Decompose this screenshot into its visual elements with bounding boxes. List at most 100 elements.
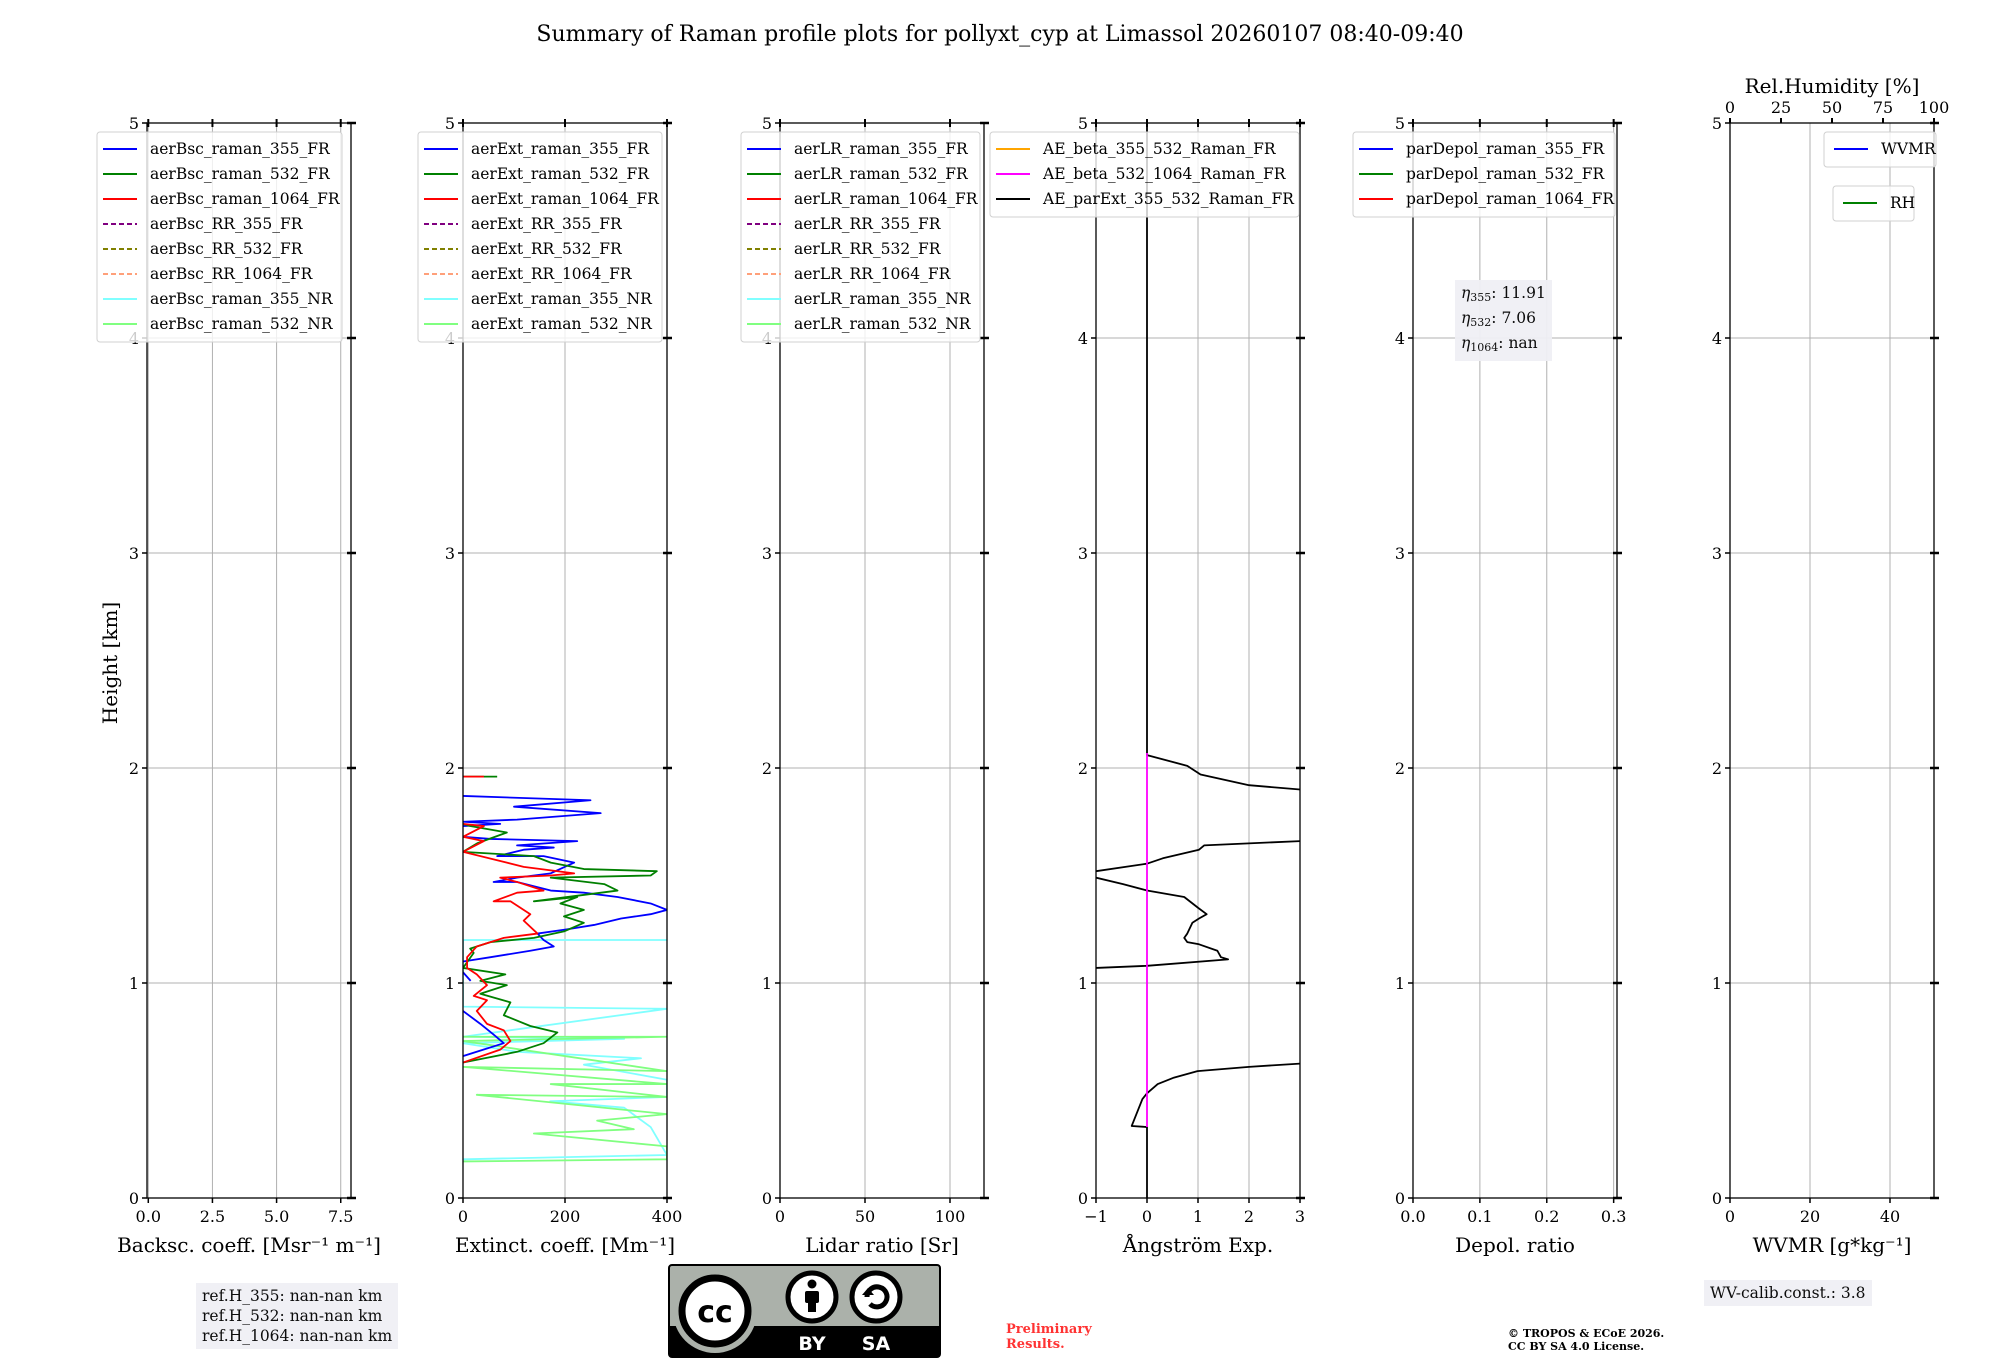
x-tick-label: 20 (1800, 1207, 1820, 1226)
y-tick-label: 3 (1078, 544, 1088, 563)
by-label: BY (798, 1333, 825, 1355)
y-tick-label: 5 (1712, 114, 1722, 133)
y-tick-label: 1 (762, 974, 772, 993)
y-tick-label: 2 (762, 759, 772, 778)
legend-label: aerExt_raman_355_NR (471, 290, 653, 308)
legend-label: AE_parExt_355_532_Raman_FR (1042, 190, 1295, 208)
x-tick-label: 400 (652, 1207, 683, 1226)
panel-lidar_ratio: 050100012345Lidar ratio [Sr]aerLR_raman_… (740, 114, 989, 1257)
legend-label: parDepol_raman_355_FR (1406, 140, 1606, 158)
legend-label: RH (1890, 194, 1915, 212)
y-tick-label: 4 (1078, 329, 1088, 348)
y-tick-label: 0 (1395, 1189, 1405, 1208)
x-axis-label: Ångström Exp. (1122, 1232, 1273, 1257)
x-tick-label: 7.5 (328, 1207, 353, 1226)
y-tick-label: 1 (1395, 974, 1405, 993)
y-tick-label: 5 (129, 114, 139, 133)
series-line-aerExt_raman_355_NR (463, 939, 667, 1161)
x-tick-label: 0 (458, 1207, 468, 1226)
legend-label: aerExt_raman_1064_FR (471, 190, 660, 208)
legend-label: aerBsc_raman_355_NR (150, 290, 334, 308)
y-tick-label: 2 (129, 759, 139, 778)
legend: aerLR_raman_355_FR aerLR_raman_532_FR aerL… (740, 131, 981, 343)
y-tick-label: 1 (445, 974, 455, 993)
ref-height-1064: ref.H_1064: nan-nan km (202, 1327, 393, 1345)
y-tick-label: 2 (1712, 759, 1722, 778)
y-tick-label: 5 (762, 114, 772, 133)
y-tick-label: 5 (1078, 114, 1088, 133)
y-tick-label: 0 (762, 1189, 772, 1208)
cc-icon: cc (697, 1295, 733, 1330)
x-axis-label: Extinct. coeff. [Mm⁻¹] (455, 1233, 675, 1257)
cc-by-sa-logo: cc BY SA (668, 1264, 941, 1358)
series-group (1096, 123, 1300, 1198)
series-line-aerExt_raman_532_NR (463, 1035, 667, 1163)
eta-1064: η1064: nan (1461, 334, 1538, 354)
y-tick-label: 0 (1078, 1189, 1088, 1208)
series-line-aerExt_raman_355_FR (463, 795, 602, 827)
x-axis-label: Lidar ratio [Sr] (805, 1233, 959, 1257)
series-line-aerExt_raman_532_FR (463, 823, 658, 1064)
ref-height-532: ref.H_532: nan-nan km (202, 1307, 383, 1325)
y-tick-label: 0 (129, 1189, 139, 1208)
x-axis-label: Backsc. coeff. [Msr⁻¹ m⁻¹] (117, 1233, 381, 1257)
top-x-tick-label: 25 (1771, 98, 1791, 117)
panel-depol: 0.0 0.1 0.2 0.3 0 1 2 3 4 5 Depol. ratio parDepol_r… (1352, 114, 1626, 1257)
legend-label: AE_beta_532_1064_Raman_FR (1042, 165, 1287, 183)
legend-label: aerLR_raman_532_FR (794, 165, 969, 183)
axes-frame (1729, 122, 1935, 1199)
axes-frame (146, 122, 352, 1199)
preliminary-line-1: Preliminary (1006, 1322, 1092, 1337)
legend-label: aerBsc_raman_532_NR (150, 315, 334, 333)
x-tick-label: 0 (1142, 1207, 1152, 1226)
ref-height-355: ref.H_355: nan-nan km (202, 1287, 383, 1305)
legend-label: aerLR_RR_1064_FR (794, 265, 952, 283)
top-x-tick-label: 50 (1822, 98, 1842, 117)
legend-box (740, 131, 981, 343)
y-tick-label: 3 (1712, 544, 1722, 563)
y-tick-label: 3 (762, 544, 772, 563)
eta-box: η355: 11.91 η532: 7.06 η1064: nan (1455, 280, 1552, 361)
x-tick-label: 0.1 (1467, 1207, 1492, 1226)
copyright-note: © TROPOS & ECoE 2026. CC BY SA 4.0 Licen… (1508, 1327, 1664, 1353)
legend-label: aerBsc_raman_355_FR (150, 140, 331, 158)
legend-label: aerLR_RR_355_FR (794, 215, 942, 233)
y-tick-label: 1 (1712, 974, 1722, 993)
legend-label: aerExt_raman_532_NR (471, 315, 653, 333)
legend-label: aerExt_RR_355_FR (471, 215, 623, 233)
top-x-tick-label: 100 (1919, 98, 1950, 117)
axes-frame (1095, 122, 1301, 1199)
legend-box (989, 131, 1300, 218)
series-line-AE_parExt_355_532_Raman_FR (1096, 876, 1229, 969)
legend-label: aerBsc_RR_1064_FR (150, 265, 314, 283)
eta-355: η355: 11.91 (1461, 284, 1546, 304)
x-tick-label: 3 (1295, 1207, 1305, 1226)
top-axis-label: Rel.Humidity [%] (1745, 74, 1920, 98)
x-tick-label: 2.5 (200, 1207, 225, 1226)
eta-532: η532: 7.06 (1461, 309, 1536, 329)
top-x-tick-label: 0 (1725, 98, 1735, 117)
series-group (463, 775, 667, 1163)
y-tick-label: 0 (445, 1189, 455, 1208)
legend: WVMR (1823, 131, 1937, 168)
x-tick-label: 200 (550, 1207, 581, 1226)
reference-height-box: ref.H_355: nan-nan km ref.H_532: nan-nan… (196, 1283, 399, 1349)
x-tick-label: 50 (855, 1207, 875, 1226)
legend-label: parDepol_raman_532_FR (1406, 165, 1606, 183)
legend-label: aerBsc_RR_355_FR (150, 215, 304, 233)
y-tick-label: 3 (1395, 544, 1405, 563)
series-line-aerExt_raman_1064_FR (463, 823, 576, 1064)
copyright-line-2: CC BY SA 4.0 License. (1508, 1340, 1645, 1353)
x-axis-label: WVMR [g*kg⁻¹] (1753, 1233, 1912, 1257)
y-tick-label: 3 (129, 544, 139, 563)
x-tick-label: 100 (935, 1207, 966, 1226)
series-line-aerExt_raman_355_FR (463, 971, 472, 982)
x-tick-label: 2 (1244, 1207, 1254, 1226)
axes-frame (462, 122, 668, 1199)
y-tick-label: 2 (1395, 759, 1405, 778)
x-tick-label: 0.0 (136, 1207, 161, 1226)
legend-label: AE_beta_355_532_Raman_FR (1042, 140, 1277, 158)
panel-backscatter: 0.02.55.07.5012345Backsc. coeff. [Msr⁻¹ … (96, 114, 381, 1257)
legend-label: aerLR_raman_532_NR (794, 315, 972, 333)
